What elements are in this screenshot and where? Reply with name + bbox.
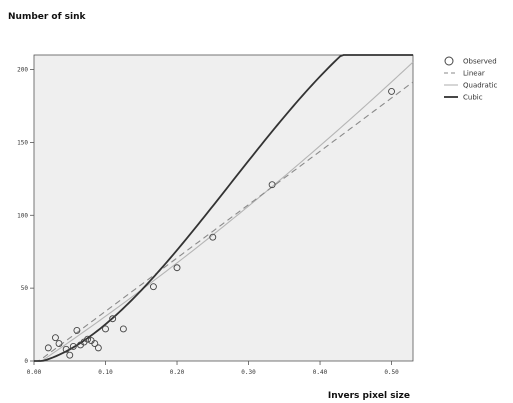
axis-ticks: 0 50 100 150 200 0.00 0.10 0.20 0.30 0.40 0.50 xyxy=(17,67,399,376)
legend-label: Cubic xyxy=(463,94,483,102)
legend-label: Observed xyxy=(463,58,497,66)
cubic-fit-line xyxy=(34,54,413,362)
y-axis-label: Number of sink xyxy=(8,12,87,22)
observed-point xyxy=(69,342,77,350)
x-tick-label: 0.50 xyxy=(384,369,399,376)
plot-area xyxy=(33,54,414,362)
observed-point xyxy=(73,326,81,334)
legend: Observed Linear Quadratic Cubic xyxy=(444,56,498,102)
observed-point xyxy=(55,340,63,347)
observed-point xyxy=(84,335,92,343)
observed-point xyxy=(66,351,74,359)
observed-point xyxy=(44,344,52,352)
x-tick-label: 0.10 xyxy=(98,369,113,376)
observed-point xyxy=(209,233,217,241)
observed-point xyxy=(62,345,70,353)
legend-observed-marker xyxy=(444,56,454,66)
y-tick-label: 150 xyxy=(17,139,28,146)
x-tick-label: 0.30 xyxy=(241,369,256,376)
observed-point xyxy=(268,181,276,189)
y-tick-label: 200 xyxy=(17,67,28,74)
quadratic-fit-line xyxy=(34,61,414,362)
observed-point xyxy=(149,283,157,291)
y-tick-label: 50 xyxy=(21,285,29,292)
observed-point xyxy=(388,87,395,95)
linear-fit-line xyxy=(34,81,414,362)
y-tick-label: 100 xyxy=(17,212,28,219)
legend-label: Quadratic xyxy=(463,82,498,90)
observed-point xyxy=(119,325,127,333)
observed-point xyxy=(173,264,181,272)
x-axis-label: Invers pixel size xyxy=(328,391,410,401)
x-tick-label: 0.40 xyxy=(313,369,328,376)
y-tick-label: 0 xyxy=(24,358,28,365)
observed-point xyxy=(91,340,99,347)
observed-point xyxy=(109,315,117,323)
x-tick-label: 0.00 xyxy=(27,369,42,376)
observed-points xyxy=(44,87,395,359)
observed-point xyxy=(94,344,102,352)
x-tick-label: 0.20 xyxy=(170,369,185,376)
observed-point xyxy=(102,325,109,333)
observed-point xyxy=(52,334,59,342)
legend-label: Linear xyxy=(463,70,485,78)
fit-lines xyxy=(34,54,414,362)
